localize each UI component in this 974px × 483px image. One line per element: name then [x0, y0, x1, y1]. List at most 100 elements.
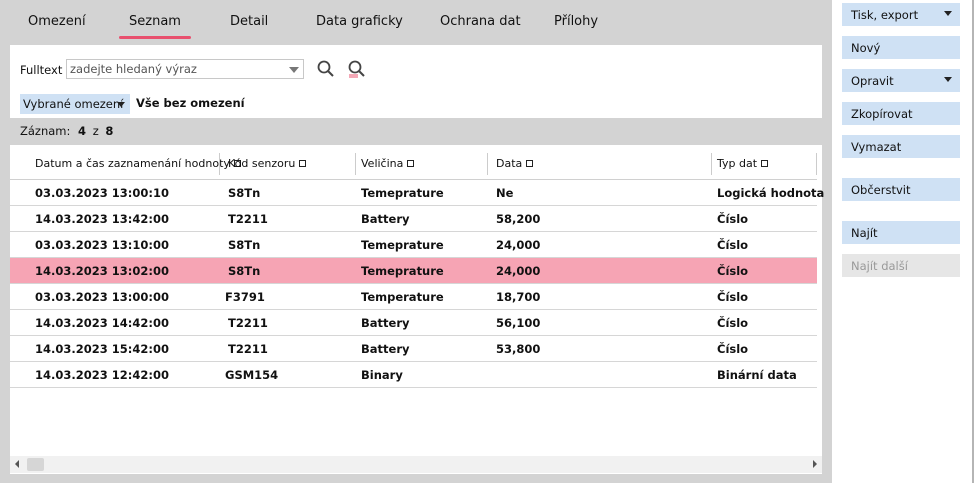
sidebar-button[interactable]: Opravit: [842, 69, 960, 92]
table-cell: Číslo: [717, 238, 749, 252]
column-filter-icon[interactable]: [299, 160, 307, 167]
table-row[interactable]: 14.03.2023 12:42:00 GSM154 Binary Binární d…: [10, 362, 817, 388]
search-icon[interactable]: [316, 59, 336, 79]
table-cell: Temeprature: [361, 238, 444, 252]
sidebar-button[interactable]: Nový: [842, 36, 960, 59]
tab-omezeni[interactable]: Omezení: [28, 14, 86, 29]
button-label: Vymazat: [851, 140, 902, 154]
search-clear-icon[interactable]: [347, 59, 367, 79]
scroll-left-icon[interactable]: [15, 460, 19, 468]
table-cell: 18,700: [496, 290, 541, 304]
fulltext-placeholder: zadejte hledaný výraz: [70, 62, 197, 76]
button-label: Opravit: [851, 74, 894, 88]
table-cell: 03.03.2023 13:10:00: [35, 238, 169, 252]
column-filter-icon[interactable]: [407, 160, 415, 167]
sidebar-button[interactable]: Zkopírovat: [842, 102, 960, 125]
fulltext-label: Fulltext: [20, 63, 63, 77]
tab-seznam[interactable]: Seznam: [119, 14, 191, 39]
tab-detail[interactable]: Detail: [230, 14, 269, 29]
column-separator[interactable]: [487, 153, 488, 175]
restriction-select-label: Vybrané omezení: [23, 97, 124, 111]
table-cell: T2211: [228, 212, 268, 226]
action-sidebar: Tisk, export Nový Opravit Zkopírovat Vymazat…: [832, 0, 972, 483]
horizontal-scrollbar[interactable]: [10, 456, 822, 473]
window-edge: [972, 0, 974, 483]
column-header[interactable]: Data: [496, 157, 534, 170]
column-separator[interactable]: [355, 153, 356, 175]
column-header[interactable]: Datum a čas zaznamenání hodnoty: [35, 157, 241, 170]
column-filter-icon[interactable]: [233, 160, 241, 167]
tab-ochrana-dat[interactable]: Ochrana dat: [440, 14, 521, 29]
sidebar-button[interactable]: Vymazat: [842, 135, 960, 158]
table-cell: Battery: [361, 316, 410, 330]
table-cell: F3791: [225, 290, 265, 304]
table-row[interactable]: 03.03.2023 13:00:00 F3791 Temperature 18,70…: [10, 284, 817, 310]
restriction-select[interactable]: Vybrané omezení: [20, 94, 130, 114]
table-row[interactable]: 14.03.2023 15:42:00 T2211 Battery 53,800 Čís…: [10, 336, 817, 362]
button-label: Občerstvit: [851, 183, 911, 197]
sidebar-button[interactable]: Najít: [842, 221, 960, 244]
scroll-thumb[interactable]: [27, 458, 44, 471]
table-cell: Logická hodnota: [717, 186, 825, 200]
column-filter-icon[interactable]: [526, 160, 534, 167]
scroll-right-icon[interactable]: [813, 460, 817, 468]
chevron-down-icon: [944, 11, 952, 16]
table-header: Datum a čas zaznamenání hodnoty Kód senzo…: [10, 145, 817, 180]
table-cell: Temeprature: [361, 264, 444, 278]
button-label: Zkopírovat: [851, 107, 913, 121]
column-header-label: Data: [496, 157, 523, 170]
table-cell: 58,200: [496, 212, 541, 226]
table-cell: 53,800: [496, 342, 541, 356]
table-cell: 14.03.2023 13:02:00: [35, 264, 169, 278]
table-row[interactable]: 03.03.2023 13:10:00 S8Tn Temeprature 24,000…: [10, 232, 817, 258]
column-separator[interactable]: [816, 153, 817, 175]
table-cell: 24,000: [496, 238, 541, 252]
column-header[interactable]: Typ dat: [717, 157, 769, 170]
table-cell: Battery: [361, 212, 410, 226]
table-cell: 14.03.2023 12:42:00: [35, 368, 169, 382]
table-cell: Binární data: [717, 368, 797, 382]
sidebar-button[interactable]: Občerstvit: [842, 178, 960, 201]
table-cell: 14.03.2023 14:42:00: [35, 316, 169, 330]
button-label: Nový: [851, 41, 881, 55]
table-cell: S8Tn: [228, 186, 261, 200]
table-row[interactable]: 14.03.2023 14:42:00 T2211 Battery 56,100 Čís…: [10, 310, 817, 336]
table-cell: 56,100: [496, 316, 541, 330]
table-cell: Číslo: [717, 264, 749, 278]
column-header-label: Datum a čas zaznamenání hodnoty: [35, 157, 230, 170]
table-cell: 14.03.2023 15:42:00: [35, 342, 169, 356]
record-current: 4: [78, 124, 87, 138]
column-header-label: Kód senzoru: [228, 157, 296, 170]
table-row[interactable]: 14.03.2023 13:02:00 S8Tn Temeprature 24,000…: [10, 258, 817, 284]
data-table: Datum a čas zaznamenání hodnoty Kód senzo…: [10, 145, 824, 474]
column-filter-icon[interactable]: [761, 160, 769, 167]
table-cell: Číslo: [717, 316, 749, 330]
record-label: Záznam:: [20, 124, 71, 138]
column-separator[interactable]: [219, 153, 220, 175]
table-row[interactable]: 03.03.2023 13:00:10 S8Tn Temeprature Ne Logi…: [10, 180, 824, 206]
fulltext-input[interactable]: zadejte hledaný výraz: [66, 59, 304, 79]
table-row[interactable]: 14.03.2023 13:42:00 T2211 Battery 58,200 Čís…: [10, 206, 817, 232]
button-label: Najít další: [851, 259, 908, 273]
column-header[interactable]: Veličina: [361, 157, 415, 170]
table-cell: 03.03.2023 13:00:00: [35, 290, 169, 304]
table-cell: S8Tn: [228, 238, 261, 252]
column-header[interactable]: Kód senzoru: [228, 157, 307, 170]
button-label: Tisk, export: [851, 8, 919, 22]
column-header-label: Veličina: [361, 157, 404, 170]
chevron-down-icon: [117, 102, 125, 107]
table-cell: S8Tn: [228, 264, 261, 278]
filter-panel: Fulltext zadejte hledaný výraz Vybrané o…: [10, 45, 822, 118]
chevron-down-icon: [944, 77, 952, 82]
sidebar-button[interactable]: Tisk, export: [842, 3, 960, 26]
sidebar-button[interactable]: Najít další: [842, 254, 960, 277]
tab-data-graficky[interactable]: Data graficky: [316, 14, 403, 29]
chevron-down-icon[interactable]: [289, 67, 299, 73]
table-cell: T2211: [228, 316, 268, 330]
column-separator[interactable]: [711, 153, 712, 175]
tab-prilohy[interactable]: Přílohy: [554, 14, 599, 29]
record-of: z: [92, 124, 99, 138]
restriction-value: Vše bez omezení: [136, 96, 245, 110]
table-cell: Číslo: [717, 290, 749, 304]
table-cell: 24,000: [496, 264, 541, 278]
